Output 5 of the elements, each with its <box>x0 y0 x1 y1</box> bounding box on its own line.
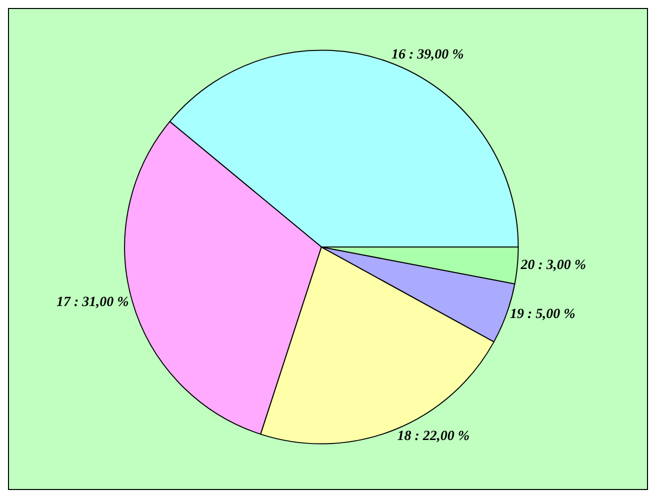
slice-label: 17 : 31,00 % <box>56 294 129 310</box>
slice-label: 18 : 22,00 % <box>397 428 470 444</box>
slice-label: 16 : 39,00 % <box>391 48 464 63</box>
slice-label: 20 : 3,00 % <box>520 258 586 274</box>
slice-label: 19 : 5,00 % <box>510 307 576 322</box>
